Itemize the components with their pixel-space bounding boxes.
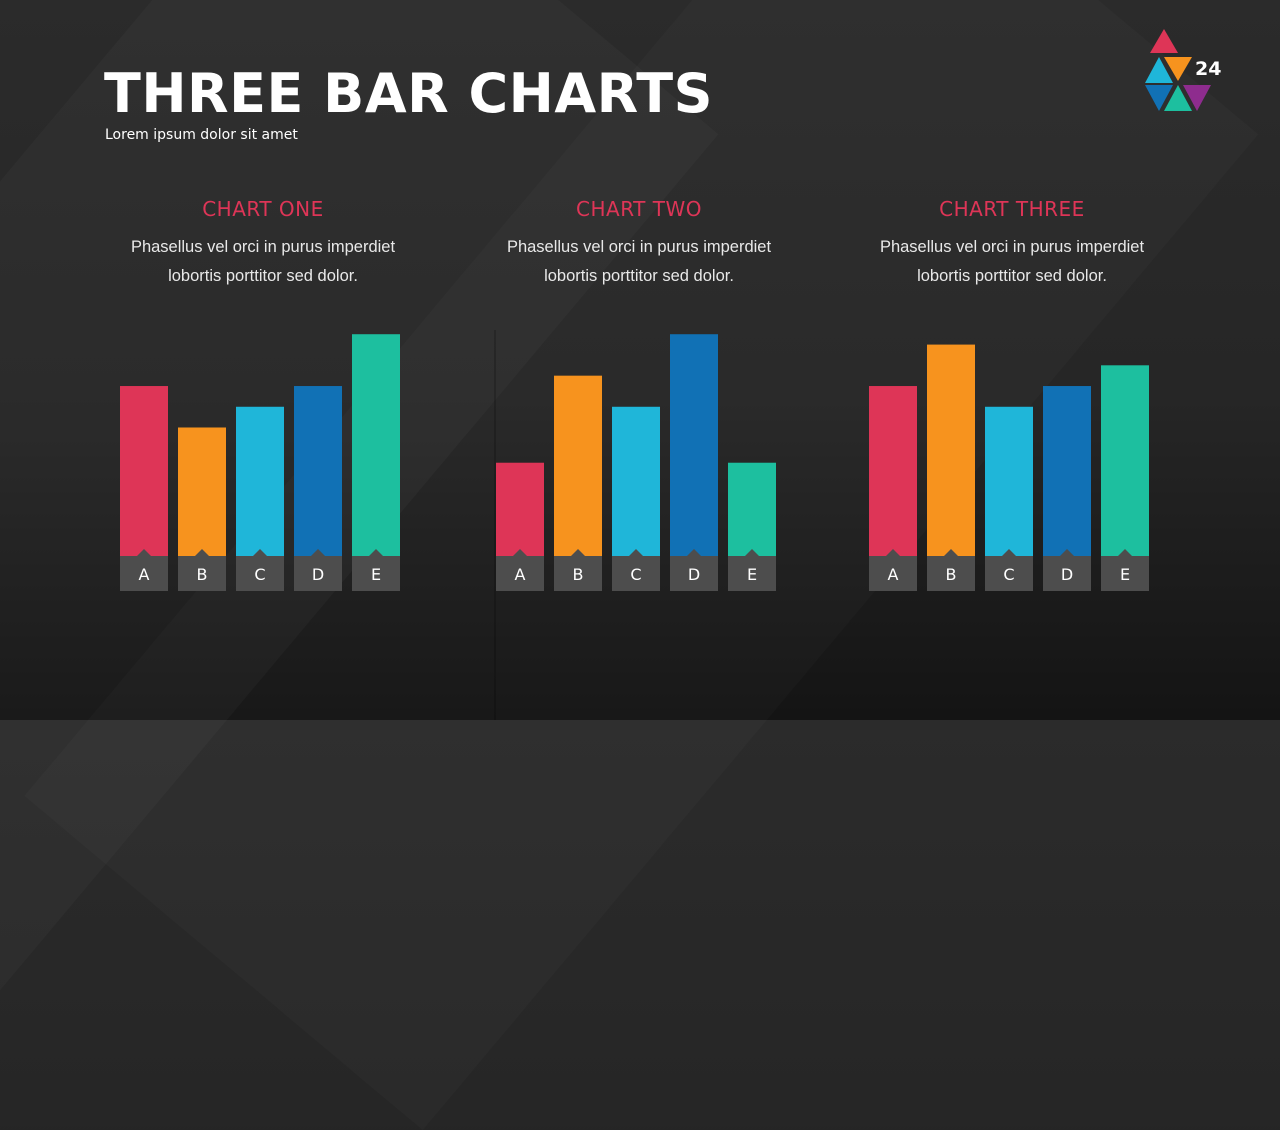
- category-label-box: [178, 556, 226, 591]
- pointer-triangle-icon: [253, 549, 267, 556]
- pointer-triangle-icon: [513, 549, 527, 556]
- category-label-box: [728, 556, 776, 591]
- category-label-box: [120, 556, 168, 591]
- chart-title: CHART ONE: [202, 197, 324, 221]
- slide-title: THREE BAR CHARTS: [104, 62, 714, 125]
- bar-c: [236, 406, 284, 556]
- chart-panel-three: CHART THREE Phasellus vel orci in purus …: [862, 195, 1162, 595]
- bar-chart-two: A B C D E: [496, 334, 776, 591]
- bar-c: [985, 406, 1033, 556]
- pointer-triangle-icon: [311, 549, 325, 556]
- chart-panel-one: CHART ONE Phasellus vel orci in purus im…: [113, 195, 413, 595]
- slide-subtitle: Lorem ipsum dolor sit amet: [105, 127, 298, 143]
- category-label: A: [888, 565, 899, 584]
- pointer-triangle-icon: [745, 549, 759, 556]
- category-label: C: [630, 565, 641, 584]
- category-label: C: [1003, 565, 1014, 584]
- category-label: C: [254, 565, 265, 584]
- chart-description-line: Phasellus vel orci in purus imperdiet: [130, 238, 396, 256]
- chart-panel-two: CHART TWO Phasellus vel orci in purus im…: [489, 195, 789, 595]
- pointer-triangle-icon: [1002, 549, 1016, 556]
- category-label-box: [352, 556, 400, 591]
- category-label: E: [371, 565, 381, 584]
- bar-b: [927, 344, 975, 556]
- bar-e: [728, 462, 776, 556]
- pointer-triangle-icon: [886, 549, 900, 556]
- bar-chart-one: A B C D E: [120, 334, 400, 591]
- category-label-box: [1043, 556, 1091, 591]
- category-label-box: [985, 556, 1033, 591]
- bar-a: [496, 462, 544, 556]
- pointer-triangle-icon: [195, 549, 209, 556]
- bar-d: [1043, 386, 1091, 556]
- chart-description: Phasellus vel orci in purus imperdiet lo…: [862, 233, 1162, 291]
- bar-a: [120, 386, 168, 556]
- chart-description-line: lobortis porttitor sed dolor.: [917, 267, 1107, 285]
- chart-description-line: Phasellus vel orci in purus imperdiet: [879, 238, 1145, 256]
- category-label-box: [554, 556, 602, 591]
- bar-e: [352, 334, 400, 556]
- category-label: B: [946, 565, 957, 584]
- category-label-box: [927, 556, 975, 591]
- bar-b: [178, 427, 226, 556]
- category-label: B: [573, 565, 584, 584]
- pointer-triangle-icon: [137, 549, 151, 556]
- category-label: E: [1120, 565, 1130, 584]
- category-label: D: [1061, 565, 1073, 584]
- bar-a: [869, 386, 917, 556]
- pointer-triangle-icon: [1118, 549, 1132, 556]
- category-label: D: [312, 565, 324, 584]
- triangles-logo-icon: [1145, 29, 1211, 111]
- category-label: A: [139, 565, 150, 584]
- chart-description-line: lobortis porttitor sed dolor.: [544, 267, 734, 285]
- category-label-box: [294, 556, 342, 591]
- category-label-box: [236, 556, 284, 591]
- chart-description-line: Phasellus vel orci in purus imperdiet: [506, 238, 772, 256]
- category-label: B: [197, 565, 208, 584]
- pointer-triangle-icon: [687, 549, 701, 556]
- chart-description: Phasellus vel orci in purus imperdiet lo…: [113, 233, 413, 291]
- pointer-triangle-icon: [944, 549, 958, 556]
- chart-description: Phasellus vel orci in purus imperdiet lo…: [489, 233, 789, 291]
- pointer-triangle-icon: [1060, 549, 1074, 556]
- bar-chart-three: A B C D E: [869, 344, 1149, 591]
- page-number: 24: [1195, 58, 1222, 80]
- category-label: D: [688, 565, 700, 584]
- pointer-triangle-icon: [629, 549, 643, 556]
- chart-title: CHART TWO: [576, 197, 702, 221]
- bar-e: [1101, 365, 1149, 556]
- category-label-box: [496, 556, 544, 591]
- category-label-box: [869, 556, 917, 591]
- category-label: E: [747, 565, 757, 584]
- category-label: A: [515, 565, 526, 584]
- chart-description-line: lobortis porttitor sed dolor.: [168, 267, 358, 285]
- bar-b: [554, 375, 602, 556]
- bar-d: [294, 386, 342, 556]
- category-label-box: [670, 556, 718, 591]
- pointer-triangle-icon: [571, 549, 585, 556]
- category-label-box: [1101, 556, 1149, 591]
- chart-title: CHART THREE: [939, 197, 1085, 221]
- bar-c: [612, 406, 660, 556]
- pointer-triangle-icon: [369, 549, 383, 556]
- bar-d: [670, 334, 718, 556]
- category-label-box: [612, 556, 660, 591]
- background-divider: [494, 330, 496, 720]
